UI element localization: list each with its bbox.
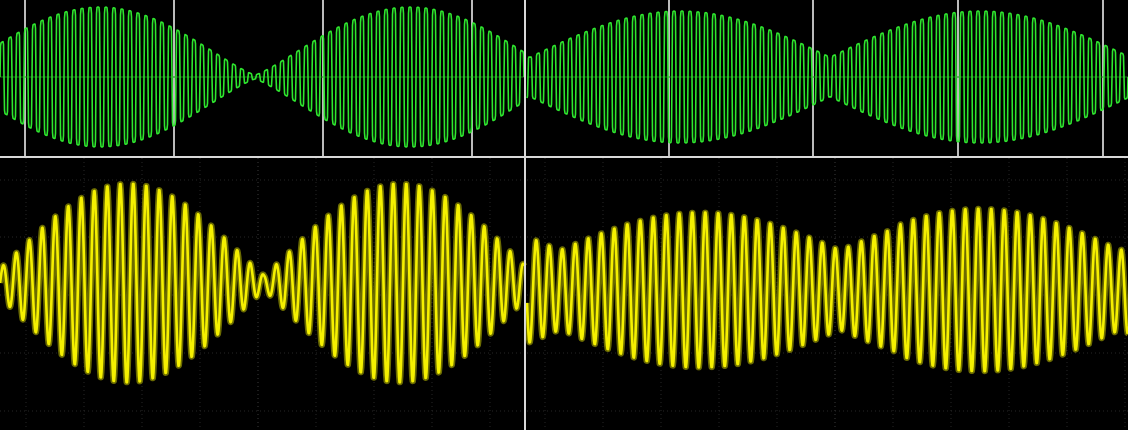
page: {} (() => { const NS = 'http://www.w3.or… [0, 0, 1128, 430]
oscilloscope-view [0, 0, 1128, 430]
